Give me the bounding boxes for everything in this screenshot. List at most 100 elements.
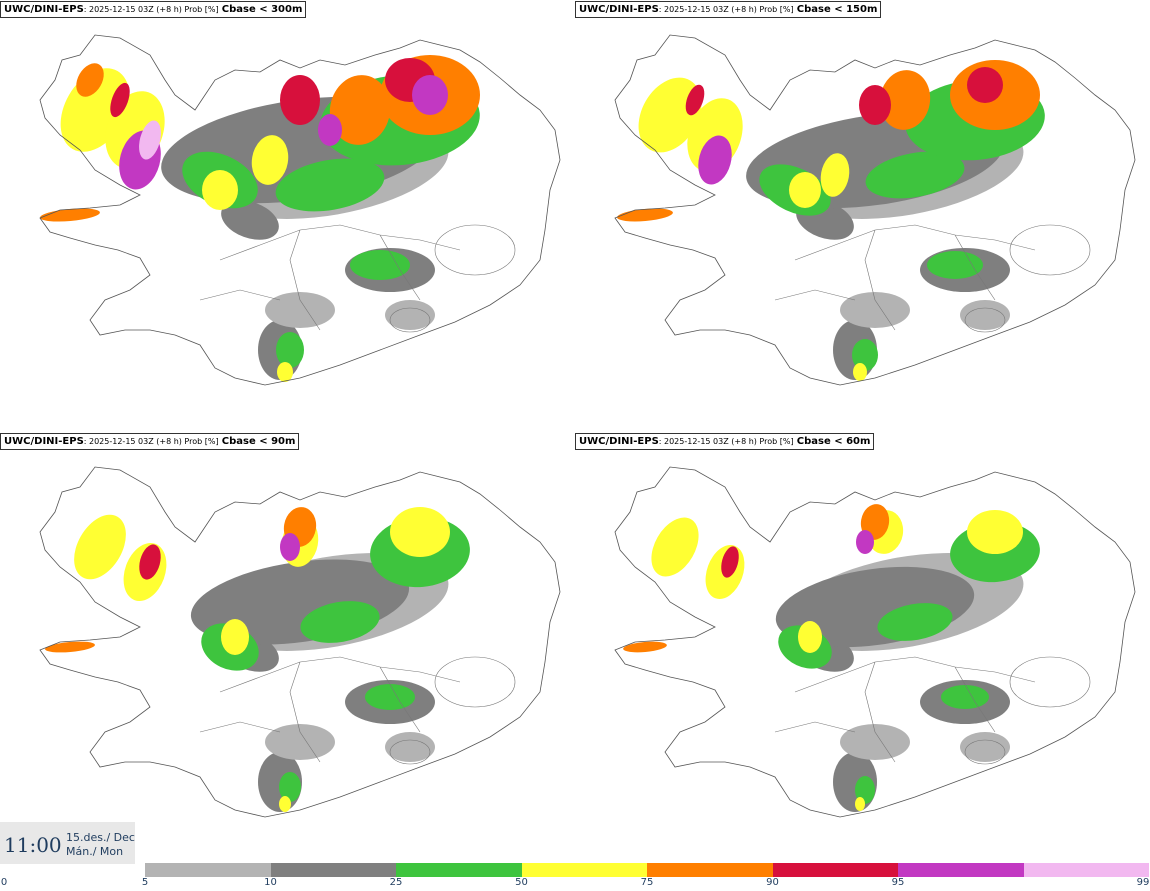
probability-area [265, 292, 335, 328]
probability-area [202, 170, 238, 210]
probability-area [877, 603, 953, 641]
probability-area [941, 685, 989, 709]
probability-area [721, 546, 739, 578]
colorbar-tick-label: 50 [515, 877, 528, 888]
colorbar-segment [647, 863, 773, 877]
probability-area [865, 151, 965, 199]
probability-area [221, 619, 249, 655]
iceland-map [39, 466, 561, 818]
coastline [614, 466, 1136, 818]
colorbar-tick-label: 75 [640, 877, 654, 888]
colorbar-tick-label: 5 [141, 877, 149, 888]
map-panel-cbase-90: UWC/DINI-EPS: 2025-12-15 03Z (+8 h) Prob… [0, 432, 575, 864]
colorbar-tick-label: 99 [1136, 877, 1150, 888]
colorbar-tick-label: 95 [891, 877, 905, 888]
probability-area [265, 724, 335, 760]
colorbar-segment [772, 863, 898, 877]
probability-area [798, 621, 822, 653]
probability-area [110, 82, 130, 118]
probability-area [852, 339, 878, 371]
panel-title: UWC/DINI-EPS: 2025-12-15 03Z (+8 h) Prob… [0, 433, 300, 450]
valid-date-line1: 15.des./ Dec [66, 831, 135, 844]
internal-boundaries [774, 656, 1036, 763]
probability-area [280, 533, 300, 561]
probability-area [967, 67, 1003, 103]
probability-area [879, 70, 931, 130]
probability-area [859, 85, 891, 125]
glacier-outline [389, 307, 431, 333]
probability-area [139, 544, 161, 580]
panel-title: UWC/DINI-EPS: 2025-12-15 03Z (+8 h) Prob… [575, 1, 882, 18]
valid-date-line2: Mán./ Mon [66, 845, 124, 858]
probability-area [277, 362, 293, 382]
map-panel-cbase-150: UWC/DINI-EPS: 2025-12-15 03Z (+8 h) Prob… [575, 0, 1150, 432]
valid-time-box: 11:00 15.des./ Dec Mán./ Mon [0, 822, 135, 864]
colorbar-segment [521, 863, 647, 877]
probability-area [623, 641, 667, 653]
probability-area [365, 684, 415, 710]
probability-area [276, 332, 304, 368]
colorbar-ticks: 0 5 10 25 50 75 90 95 99 [0, 877, 1150, 891]
probability-area [960, 732, 1010, 762]
probability-area [318, 114, 342, 146]
probability-area [685, 84, 705, 116]
probability-area [820, 153, 850, 197]
probability-area [280, 75, 320, 125]
internal-boundaries [199, 224, 461, 331]
probability-area [139, 120, 161, 160]
iceland-map [614, 34, 1136, 386]
probability-area [275, 158, 385, 212]
probability-area [927, 251, 983, 279]
probability-area [638, 77, 702, 153]
probability-area [840, 292, 910, 328]
probability-area [385, 300, 435, 330]
probability-area [789, 172, 821, 208]
coastline [39, 466, 561, 818]
probability-area [279, 772, 301, 802]
probability-area [390, 507, 450, 557]
probability-area [279, 796, 291, 812]
glacier-outline [964, 739, 1006, 765]
probability-area [698, 135, 732, 185]
glacier-outline [434, 224, 516, 276]
map-panel-cbase-60: UWC/DINI-EPS: 2025-12-15 03Z (+8 h) Prob… [575, 432, 1150, 864]
probability-area [651, 517, 699, 577]
probability-area [855, 797, 865, 811]
iceland-map [614, 466, 1136, 818]
internal-boundaries [199, 656, 461, 763]
colorbar-segment [396, 863, 522, 877]
valid-time: 11:00 [4, 833, 62, 857]
valid-date: 15.des./ Dec Mán./ Mon [66, 831, 135, 859]
panel-title: UWC/DINI-EPS: 2025-12-15 03Z (+8 h) Prob… [575, 433, 875, 450]
probability-area [74, 514, 126, 580]
probability-area [45, 641, 95, 653]
probability-area [412, 75, 448, 115]
probability-area [856, 530, 874, 554]
colorbar-tick-label: 90 [766, 877, 779, 888]
colorbar-segment [145, 863, 271, 877]
probability-area [960, 300, 1010, 330]
coastline [614, 34, 1136, 386]
map-panel-cbase-300: UWC/DINI-EPS: 2025-12-15 03Z (+8 h) Prob… [0, 0, 575, 432]
probability-area [350, 250, 410, 280]
glacier-outline [434, 656, 516, 708]
colorbar-segment [270, 863, 396, 877]
probability-area [221, 200, 279, 240]
coastline [39, 34, 561, 386]
colorbar-tick-label: 0 [0, 877, 8, 888]
probability-area [329, 75, 391, 145]
panel-title: UWC/DINI-EPS: 2025-12-15 03Z (+8 h) Prob… [0, 1, 307, 18]
probability-area [853, 363, 867, 381]
glacier-outline [389, 739, 431, 765]
probability-area [300, 601, 380, 643]
probability-area [385, 732, 435, 762]
glacier-outline [1009, 224, 1091, 276]
colorbar-tick-label: 10 [264, 877, 277, 888]
internal-boundaries [774, 224, 1036, 331]
glacier-outline [1009, 656, 1091, 708]
colorbar-segment [898, 863, 1024, 877]
iceland-map [39, 34, 561, 386]
colorbar-segment [1023, 863, 1149, 877]
colorbar-legend [145, 863, 1149, 877]
probability-area [76, 63, 104, 97]
